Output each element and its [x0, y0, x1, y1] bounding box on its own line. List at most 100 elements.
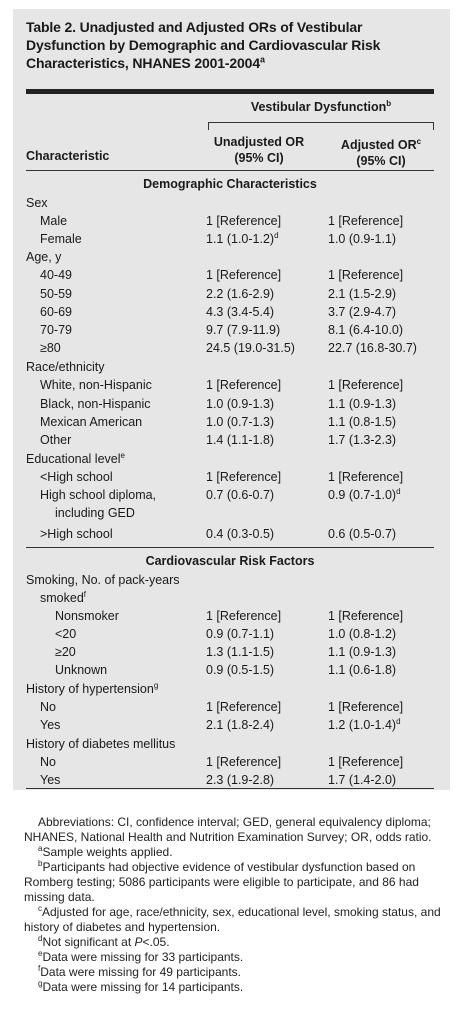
- or-footnote-marker: d: [274, 230, 279, 240]
- unadjusted-or-cell: 1 [Reference]: [206, 468, 281, 486]
- col2-line1: Adjusted ORc: [330, 134, 432, 153]
- row-label: Yes: [40, 771, 60, 789]
- unadjusted-or-cell: 1 [Reference]: [206, 376, 281, 394]
- or-value: 24.5 (19.0-31.5): [206, 341, 295, 355]
- row-label: Other: [40, 431, 71, 449]
- or-value: 1 [Reference]: [206, 609, 282, 623]
- row-label: <20: [55, 625, 76, 643]
- row-label-text: ≥80: [40, 341, 61, 355]
- row-label-text: Yes: [40, 773, 61, 787]
- unadjusted-or-cell: 1.3 (1.1-1.5): [206, 643, 274, 661]
- or-value: 1 [Reference]: [206, 378, 282, 392]
- row-label-text: Unknown: [55, 663, 108, 677]
- row-label: >High school: [40, 525, 113, 543]
- table-row: Yes 2.3 (1.9-2.8) 1.7 (1.4-2.0): [0, 771, 463, 789]
- row-label-text: History of diabetes mellitus: [26, 737, 176, 751]
- adjusted-or-cell: 1.1 (0.9-1.3): [328, 643, 396, 661]
- table-row: History of diabetes mellitus: [0, 735, 463, 753]
- footnotes: Abbreviations: CI, confidence interval; …: [24, 815, 446, 995]
- row-label-text: Sex: [26, 196, 48, 210]
- adjusted-or-cell: 1 [Reference]: [328, 753, 403, 771]
- unadjusted-or-cell: 2.3 (1.9-2.8): [206, 771, 274, 789]
- row-label: History of diabetes mellitus: [26, 735, 175, 753]
- header-rule: [26, 170, 434, 171]
- row-label-text: Smoking, No. of pack-years: [26, 573, 180, 587]
- adjusted-or-cell: 1.7 (1.3-2.3): [328, 431, 396, 449]
- footnote-d-text: Not significant at: [42, 935, 132, 949]
- adjusted-or-cell: 3.7 (2.9-4.7): [328, 303, 396, 321]
- unadjusted-or-cell: 2.2 (1.6-2.9): [206, 285, 274, 303]
- title-footnote-marker: a: [259, 54, 265, 65]
- row-label: Yes: [40, 716, 60, 734]
- table-row: >High school 0.4 (0.3-0.5) 0.6 (0.5-0.7): [0, 525, 463, 543]
- row-label: Mexican American: [40, 413, 142, 431]
- group-header-text: Vestibular Dysfunction: [250, 100, 387, 115]
- row-label-text: Black, non-Hispanic: [40, 397, 151, 411]
- table-row: No 1 [Reference] 1 [Reference]: [0, 698, 463, 716]
- row-label: No: [40, 753, 56, 771]
- row-label-text: Race/ethnicity: [26, 360, 105, 374]
- section-cardiovascular: Cardiovascular Risk Factors: [145, 554, 315, 568]
- or-value: 1 [Reference]: [206, 700, 282, 714]
- row-label-text: White, non-Hispanic: [40, 378, 152, 392]
- or-value: 1 [Reference]: [206, 268, 282, 282]
- section-rule: [26, 547, 434, 548]
- row-label: smokedf: [40, 589, 86, 607]
- row-label: High school diploma,: [40, 486, 156, 504]
- or-value: 2.1 (1.8-2.4): [206, 718, 275, 732]
- footnote-d: dNot significant at P<.05.: [38, 934, 170, 950]
- row-label: Smoking, No. of pack-years: [26, 571, 180, 589]
- row-label: 50-59: [40, 285, 72, 303]
- footnote-c-text: Adjusted for age, race/ethnicity, sex, e…: [24, 905, 441, 934]
- or-value: 1 [Reference]: [206, 214, 282, 228]
- row-label: ≥80: [40, 339, 61, 357]
- or-value: 1 [Reference]: [206, 470, 282, 484]
- row-label: Female: [40, 230, 82, 248]
- or-value: 1.1 (0.9-1.3): [328, 397, 397, 411]
- adjusted-or-cell: 0.6 (0.5-0.7): [328, 525, 396, 543]
- row-label-text: Educational level: [26, 452, 121, 466]
- unadjusted-or-cell: 1 [Reference]: [206, 212, 281, 230]
- or-value: 0.9 (0.5-1.5): [206, 663, 275, 677]
- or-value: 1 [Reference]: [206, 755, 282, 769]
- or-value: 1.3 (1.1-1.5): [206, 645, 275, 659]
- adjusted-or-cell: 8.1 (6.4-10.0): [328, 321, 403, 339]
- footnote-d-p: P: [134, 935, 143, 949]
- unadjusted-or-cell: 9.7 (7.9-11.9): [206, 321, 280, 339]
- row-label: Sex: [26, 194, 48, 212]
- table-row: Female 1.1 (1.0-1.2)d 1.0 (0.9-1.1): [0, 230, 463, 248]
- row-label-text: Female: [40, 232, 82, 246]
- or-value: 1.1 (0.6-1.8): [328, 663, 397, 677]
- or-value: 1.7 (1.4-2.0): [328, 773, 397, 787]
- or-value: 2.2 (1.6-2.9): [206, 287, 275, 301]
- or-value: 1.7 (1.3-2.3): [328, 433, 397, 447]
- col2-line1-text: Adjusted OR: [340, 138, 417, 153]
- footnote-a-text: Sample weights applied.: [42, 845, 173, 859]
- row-label: 40-49: [40, 266, 72, 284]
- row-label: Nonsmoker: [55, 607, 119, 625]
- table-row: Nonsmoker 1 [Reference] 1 [Reference]: [0, 607, 463, 625]
- table-row: Other 1.4 (1.1-1.8) 1.7 (1.3-2.3): [0, 431, 463, 449]
- bottom-rule: [26, 788, 434, 789]
- or-value: 1.0 (0.9-1.3): [206, 397, 275, 411]
- table-row: including GED: [0, 504, 463, 522]
- row-label-text: Nonsmoker: [55, 609, 119, 623]
- unadjusted-or-cell: 2.1 (1.8-2.4): [206, 716, 274, 734]
- adjusted-or-cell: 1.0 (0.9-1.1): [328, 230, 396, 248]
- row-label: 70-79: [40, 321, 72, 339]
- row-label: Male: [40, 212, 67, 230]
- table-row: No 1 [Reference] 1 [Reference]: [0, 753, 463, 771]
- table-row: Yes 2.1 (1.8-2.4) 1.2 (1.0-1.4)d: [0, 716, 463, 734]
- unadjusted-or-cell: 1 [Reference]: [206, 607, 281, 625]
- row-label-text: Age, y: [26, 250, 62, 264]
- characteristic-header: Characteristic: [26, 149, 110, 163]
- or-value: 1.1 (0.8-1.5): [328, 415, 397, 429]
- row-label-text: smoked: [40, 591, 84, 605]
- unadjusted-or-cell: 0.4 (0.3-0.5): [206, 525, 274, 543]
- row-label: Age, y: [26, 248, 61, 266]
- row-label-text: History of hypertension: [26, 682, 154, 696]
- unadjusted-or-cell: 1.0 (0.7-1.3): [206, 413, 274, 431]
- table-row: Smoking, No. of pack-years: [0, 571, 463, 589]
- top-rule: [26, 89, 434, 94]
- adjusted-or-cell: 1.2 (1.0-1.4)d: [328, 716, 401, 734]
